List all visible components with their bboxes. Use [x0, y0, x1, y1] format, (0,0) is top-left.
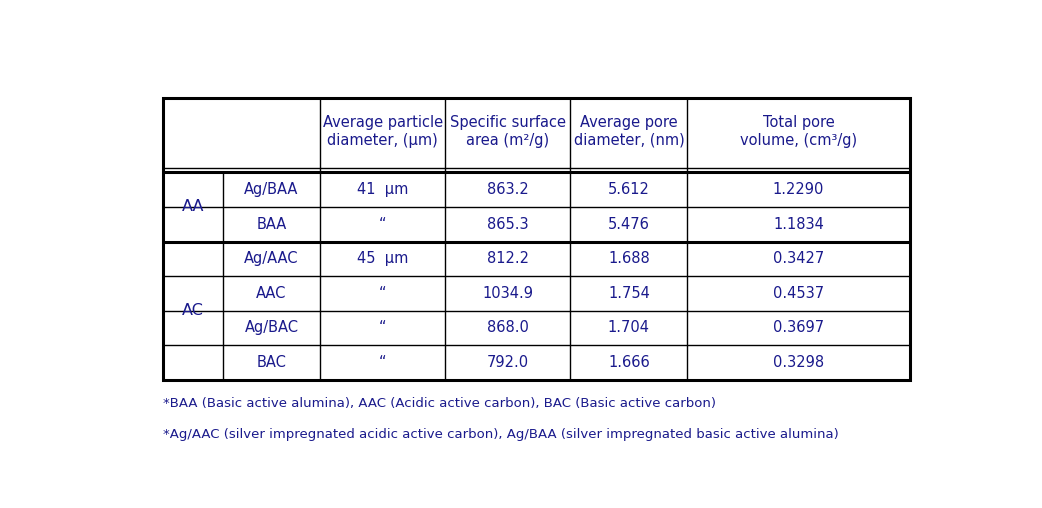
Text: 1.754: 1.754 [607, 286, 650, 301]
Text: AA: AA [181, 200, 204, 214]
Text: 0.3427: 0.3427 [773, 251, 824, 266]
Text: 792.0: 792.0 [487, 355, 529, 370]
Text: 865.3: 865.3 [487, 217, 528, 232]
Text: 0.3697: 0.3697 [773, 321, 824, 335]
Text: *BAA (Basic active alumina), AAC (Acidic active carbon), BAC (Basic active carbo: *BAA (Basic active alumina), AAC (Acidic… [163, 397, 716, 410]
Text: BAC: BAC [256, 355, 287, 370]
Text: “: “ [379, 286, 387, 301]
Text: AAC: AAC [256, 286, 287, 301]
Bar [163, 98, 910, 380]
Text: Specific surface
area (m²/g): Specific surface area (m²/g) [450, 115, 566, 147]
Text: Total pore
volume, (cm³/g): Total pore volume, (cm³/g) [740, 115, 858, 147]
Text: 863.2: 863.2 [487, 182, 528, 197]
Text: Ag/BAC: Ag/BAC [245, 321, 299, 335]
Text: 868.0: 868.0 [487, 321, 528, 335]
Text: 45  μm: 45 μm [357, 251, 408, 266]
Text: “: “ [379, 217, 387, 232]
Text: 0.4537: 0.4537 [773, 286, 824, 301]
Text: “: “ [379, 321, 387, 335]
Text: 1034.9: 1034.9 [482, 286, 534, 301]
Text: 1.704: 1.704 [607, 321, 650, 335]
Text: “: “ [379, 355, 387, 370]
Text: AC: AC [182, 303, 204, 318]
Text: 1.1834: 1.1834 [773, 217, 824, 232]
Text: 41  μm: 41 μm [357, 182, 408, 197]
Text: 5.612: 5.612 [607, 182, 650, 197]
Text: BAA: BAA [256, 217, 287, 232]
Text: Average pore
diameter, (nm): Average pore diameter, (nm) [573, 115, 685, 147]
Text: 1.688: 1.688 [609, 251, 650, 266]
Text: 1.2290: 1.2290 [773, 182, 824, 197]
Text: 812.2: 812.2 [487, 251, 528, 266]
Text: *Ag/AAC (silver impregnated acidic active carbon), Ag/BAA (silver impregnated ba: *Ag/AAC (silver impregnated acidic activ… [163, 428, 839, 441]
Text: Ag/BAA: Ag/BAA [245, 182, 299, 197]
Text: 1.666: 1.666 [609, 355, 650, 370]
Text: 5.476: 5.476 [607, 217, 650, 232]
Text: 0.3298: 0.3298 [773, 355, 824, 370]
Text: Average particle
diameter, (μm): Average particle diameter, (μm) [323, 115, 443, 147]
Text: Ag/AAC: Ag/AAC [244, 251, 299, 266]
